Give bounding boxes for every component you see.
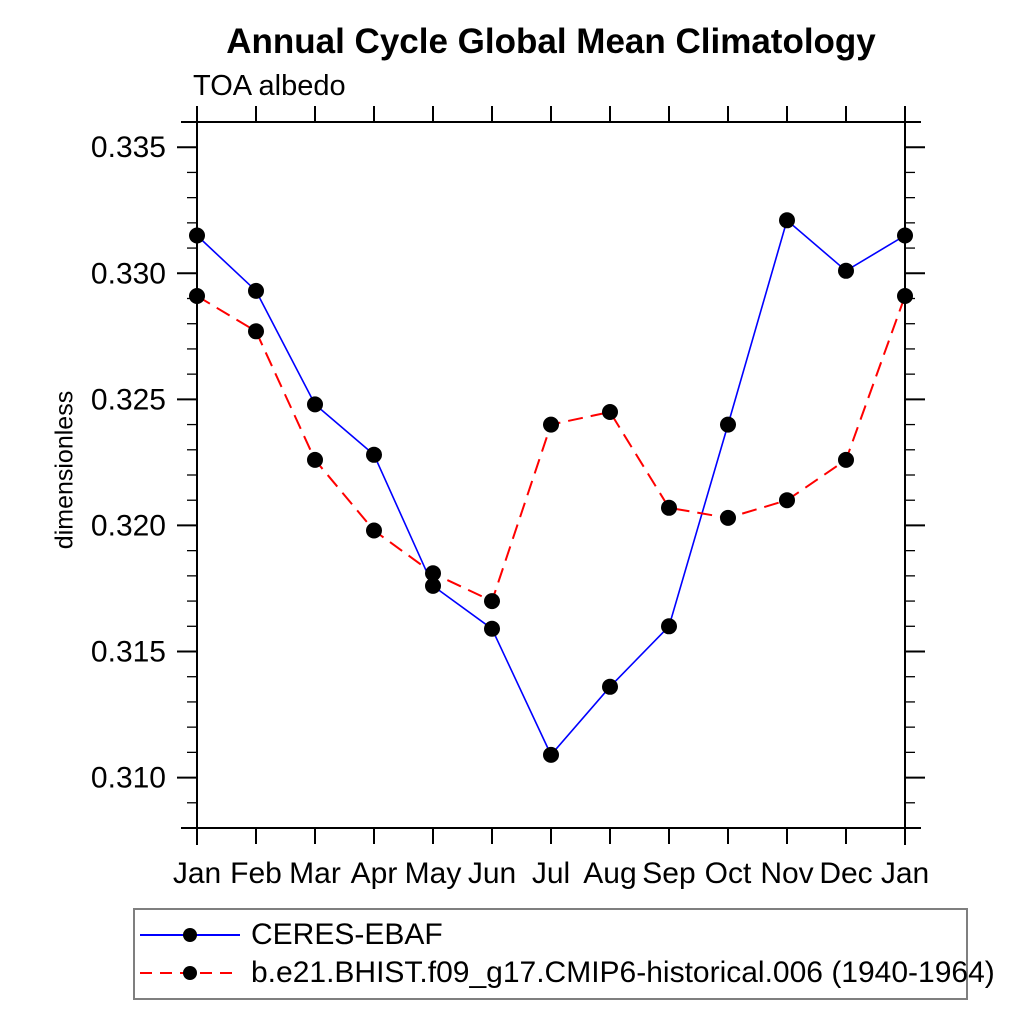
series-0-line	[196, 218, 906, 757]
svg-text:0.325: 0.325	[91, 383, 166, 416]
svg-text:Jan: Jan	[881, 857, 929, 890]
plot-area: 0.310 0.315 0.320 0.325 0.330 0.335 Jan Feb Mar A…	[91, 106, 929, 890]
svg-text:0.335: 0.335	[91, 131, 166, 164]
svg-text:Feb: Feb	[230, 857, 282, 890]
legend-sample-solid-line	[140, 928, 240, 942]
svg-text:0.315: 0.315	[91, 636, 166, 669]
svg-text:Nov: Nov	[760, 857, 813, 890]
svg-text:Oct: Oct	[705, 857, 752, 890]
svg-text:Dec: Dec	[819, 857, 872, 890]
svg-text:0.330: 0.330	[91, 257, 166, 290]
svg-text:Jun: Jun	[468, 857, 516, 890]
legend-label-model: b.e21.BHIST.f09_g17.CMIP6-historical.006…	[251, 956, 995, 990]
svg-text:Jan: Jan	[173, 857, 221, 890]
svg-text:0.310: 0.310	[91, 762, 166, 795]
y-axis-ticks	[177, 146, 925, 804]
svg-text:Mar: Mar	[289, 857, 341, 890]
legend-entry-ceres: CERES-EBAF	[140, 919, 966, 951]
legend: CERES-EBAF b.e21.BHIST.f09_g17.CMIP6-his…	[133, 908, 995, 1000]
plot-frame	[181, 106, 921, 845]
series-1-markers	[189, 288, 913, 610]
svg-text:Sep: Sep	[642, 857, 695, 890]
legend-label-ceres: CERES-EBAF	[251, 918, 443, 952]
svg-text:Apr: Apr	[351, 857, 398, 890]
svg-text:May: May	[405, 857, 462, 890]
x-axis-ticks	[196, 106, 906, 844]
x-axis-tick-labels: Jan Feb Mar Apr May Jun Jul Aug Sep Oct Nov Dec Jan	[173, 857, 929, 890]
svg-text:0.320: 0.320	[91, 509, 166, 542]
y-axis-tick-labels: 0.310 0.315 0.320 0.325 0.330 0.335	[91, 131, 166, 794]
chart-title: Annual Cycle Global Mean Climatology	[226, 22, 876, 61]
legend-entry-model: b.e21.BHIST.f09_g17.CMIP6-historical.006…	[140, 957, 995, 989]
series-1-line	[196, 295, 906, 603]
svg-text:Jul: Jul	[532, 857, 570, 890]
chart-subtitle: TOA albedo	[193, 70, 346, 102]
legend-sample-dashed-line	[140, 966, 240, 980]
svg-text:Aug: Aug	[583, 857, 636, 890]
series-0-markers	[189, 212, 913, 763]
